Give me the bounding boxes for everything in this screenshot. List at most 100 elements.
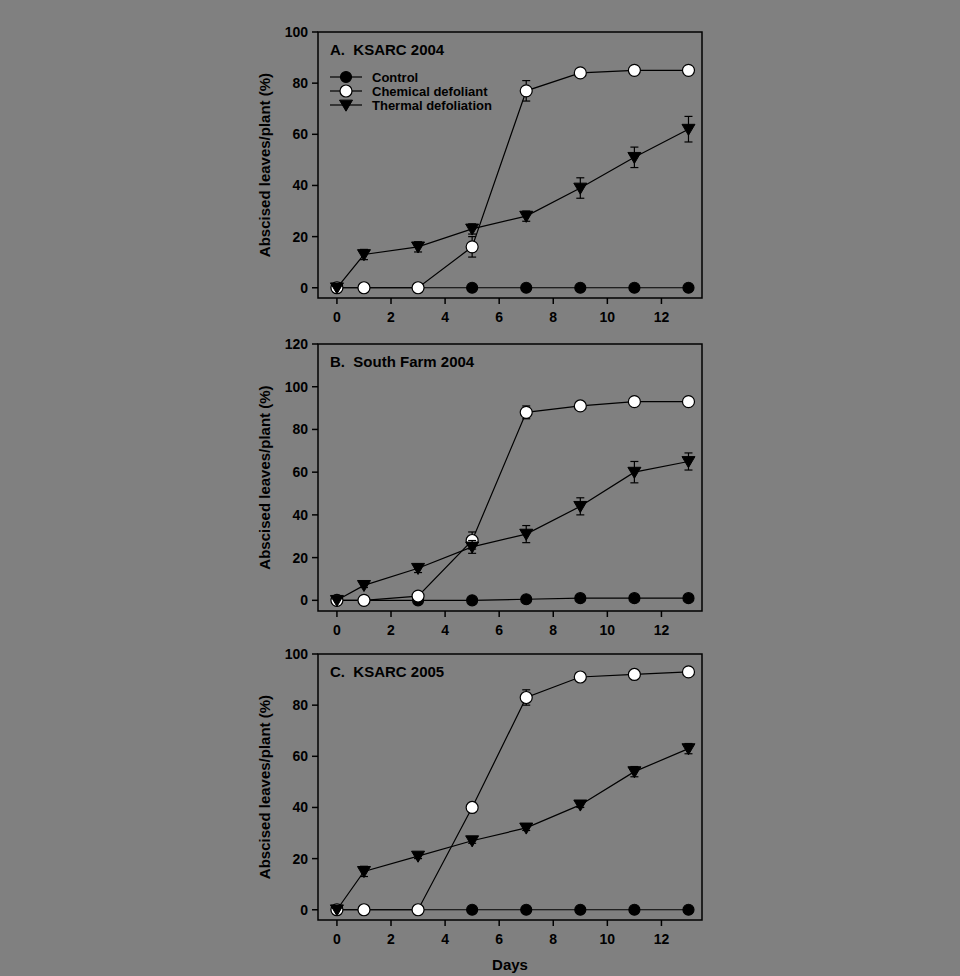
marker — [412, 904, 424, 916]
y-tick — [312, 653, 318, 655]
marker — [629, 282, 640, 293]
y-tick-label: 60 — [292, 126, 308, 142]
plot-data — [330, 396, 695, 607]
marker — [466, 801, 478, 813]
marker — [628, 467, 641, 478]
marker — [574, 400, 586, 412]
figure: 020406080100024681012A. KSARC 2004Abscis… — [0, 0, 960, 976]
marker — [331, 904, 343, 916]
marker — [341, 72, 352, 83]
x-tick-label: 10 — [600, 931, 616, 947]
x-tick — [336, 611, 338, 617]
marker — [520, 691, 532, 703]
marker — [521, 594, 532, 605]
x-tick-label: 4 — [441, 931, 449, 947]
marker — [357, 580, 370, 591]
marker — [412, 282, 424, 294]
marker — [683, 904, 694, 915]
y-tick — [312, 287, 318, 289]
panel-title: C. KSARC 2005 — [330, 663, 444, 680]
y-tick-label: 100 — [285, 379, 309, 395]
legend-entry: Thermal defoliation — [330, 98, 492, 113]
marker — [682, 396, 694, 408]
x-tick — [390, 298, 392, 304]
x-tick — [498, 611, 500, 617]
marker — [358, 282, 369, 293]
x-tick-label: 6 — [495, 309, 503, 325]
marker — [330, 283, 343, 294]
marker — [331, 904, 342, 915]
marker — [682, 457, 695, 468]
y-tick-label: 120 — [285, 336, 309, 352]
marker — [358, 904, 370, 916]
y-tick-label: 20 — [292, 851, 308, 867]
marker — [682, 124, 695, 135]
plot-frame — [318, 654, 702, 920]
plot-frame — [318, 344, 702, 611]
marker — [521, 282, 532, 293]
marker — [574, 501, 587, 512]
x-tick-label: 4 — [441, 622, 449, 638]
y-tick-label: 20 — [292, 550, 308, 566]
x-tick — [607, 611, 609, 617]
x-tick-label: 10 — [600, 622, 616, 638]
y-tick — [312, 429, 318, 431]
marker — [628, 396, 640, 408]
y-tick-label: 0 — [300, 902, 308, 918]
y-tick — [312, 471, 318, 473]
y-tick — [312, 185, 318, 187]
y-tick — [312, 858, 318, 860]
x-tick-label: 12 — [654, 931, 670, 947]
x-tick-label: 8 — [549, 622, 557, 638]
panel-title: A. KSARC 2004 — [330, 41, 445, 58]
y-tick — [312, 31, 318, 33]
x-tick — [444, 920, 446, 926]
legend-entry: Control — [330, 70, 418, 85]
x-tick — [661, 298, 663, 304]
x-tick-label: 12 — [654, 309, 670, 325]
y-tick — [312, 557, 318, 559]
marker — [467, 282, 478, 293]
marker — [520, 85, 532, 97]
plot-frame — [318, 32, 702, 298]
marker — [413, 904, 424, 915]
marker — [412, 590, 424, 602]
plot-data — [330, 666, 695, 916]
x-tick-label: 12 — [654, 622, 670, 638]
x-tick-label: 6 — [495, 622, 503, 638]
marker — [574, 800, 587, 811]
y-tick — [312, 909, 318, 911]
x-tick — [336, 298, 338, 304]
y-tick-label: 0 — [300, 592, 308, 608]
x-tick-label: 10 — [600, 309, 616, 325]
legend: ControlChemical defoliantThermal defolia… — [330, 70, 492, 113]
panel: 020406080100024681012C. KSARC 2005Abscis… — [256, 646, 702, 973]
marker — [358, 904, 369, 915]
marker — [575, 904, 586, 915]
panel-title: B. South Farm 2004 — [330, 353, 475, 370]
marker — [682, 666, 694, 678]
marker — [628, 152, 641, 163]
marker — [520, 823, 533, 834]
x-tick-label: 0 — [333, 622, 341, 638]
marker — [330, 905, 343, 916]
y-tick — [312, 134, 318, 136]
marker — [331, 594, 343, 606]
series-line — [337, 129, 689, 288]
y-axis-label: Abscised leaves/plant (%) — [256, 73, 273, 257]
series-line — [337, 749, 689, 910]
x-tick-label: 2 — [387, 622, 395, 638]
marker — [683, 593, 694, 604]
x-tick-label: 2 — [387, 931, 395, 947]
x-tick — [553, 920, 555, 926]
x-tick — [444, 298, 446, 304]
marker — [466, 224, 479, 235]
y-tick-label: 80 — [292, 75, 308, 91]
marker — [413, 282, 424, 293]
y-tick-label: 20 — [292, 229, 308, 245]
marker — [467, 595, 478, 606]
x-axis-label: Days — [492, 956, 528, 973]
x-tick — [390, 920, 392, 926]
x-tick — [553, 298, 555, 304]
marker — [574, 183, 587, 194]
